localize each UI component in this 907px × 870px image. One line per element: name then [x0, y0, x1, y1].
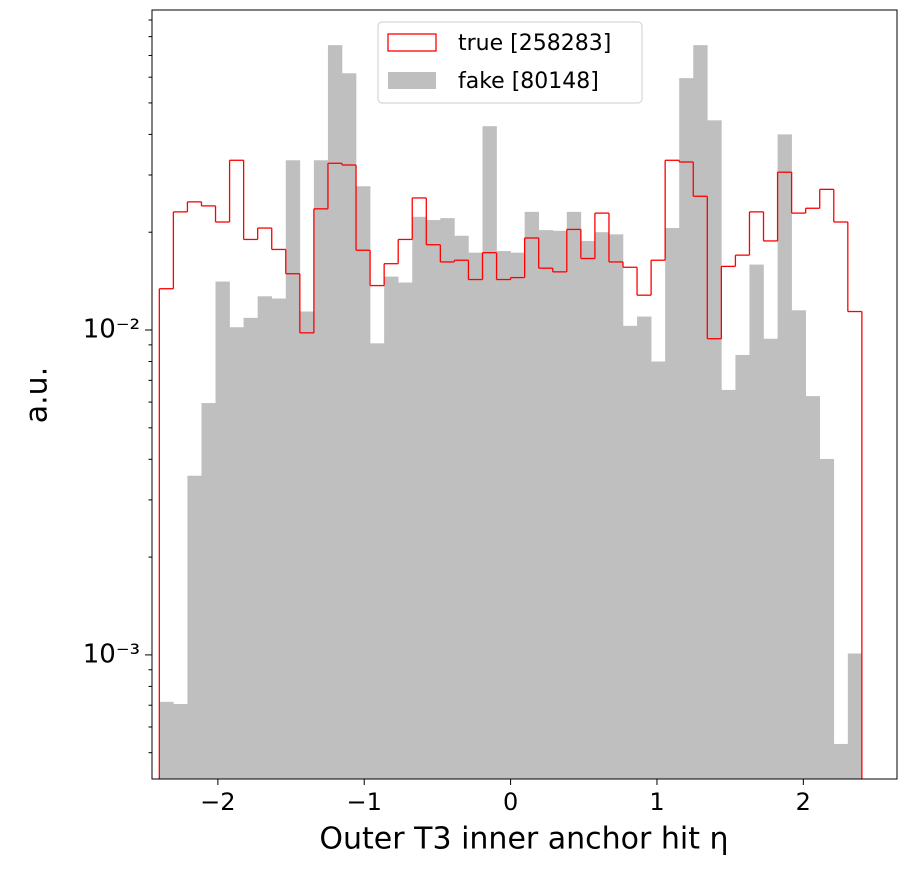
legend-swatch [388, 72, 436, 89]
histogram-bar [819, 458, 835, 779]
histogram-bar [327, 45, 343, 779]
histogram-bar [271, 298, 287, 779]
x-tick-label: 0 [503, 788, 518, 816]
histogram-bar [637, 316, 652, 779]
histogram-bar [496, 251, 511, 780]
histogram-bar [215, 281, 230, 779]
histogram-bar [482, 126, 497, 779]
histogram-bar [187, 475, 202, 779]
histogram-bar [243, 317, 258, 779]
histogram-bar [566, 211, 582, 779]
histogram-bar [847, 653, 863, 779]
histogram-bar [552, 230, 568, 779]
histogram-bar [356, 186, 371, 779]
x-tick-label: −2 [200, 788, 235, 816]
x-axis-label: Outer T3 inner anchor hit η [319, 822, 728, 857]
histogram-bar [468, 252, 483, 779]
legend-box [377, 21, 643, 104]
legend-label: true [258283] [458, 31, 611, 56]
y-tick-label: 10⁻³ [83, 639, 140, 669]
histogram-bar [538, 230, 554, 779]
legend-label: fake [80148] [458, 69, 599, 94]
histogram-bar [524, 211, 539, 779]
y-tick-label: 10⁻² [83, 315, 140, 345]
histogram-bar [454, 235, 469, 779]
histogram-bar [791, 310, 806, 779]
histogram-bar [665, 228, 680, 779]
legend-swatch [387, 33, 437, 52]
histogram-bar [159, 701, 174, 779]
histogram-bar [370, 343, 385, 779]
histogram-bar [693, 45, 708, 779]
histogram-bar [735, 354, 750, 779]
histogram-bar [721, 389, 736, 779]
histogram-bar [594, 232, 610, 779]
histogram-bar [229, 327, 244, 779]
x-tick-label: 2 [796, 788, 811, 816]
histogram-bar [173, 704, 188, 779]
histogram-bar [608, 234, 624, 780]
x-tick-label: 1 [649, 788, 664, 816]
histogram-bar [580, 240, 596, 779]
histogram-bar [398, 282, 413, 779]
histogram-bar [749, 264, 764, 780]
plot-frame [151, 9, 898, 780]
histogram-bar [201, 403, 216, 779]
histogram-bar [285, 160, 301, 780]
histogram-bar [299, 311, 315, 779]
histogram-bar [426, 220, 441, 779]
histogram-bar [679, 78, 694, 780]
histogram-bar [623, 325, 638, 779]
histogram-bar [257, 296, 273, 779]
histogram-bar [833, 743, 849, 779]
y-axis-label: a.u. [20, 367, 55, 423]
histogram-bar [341, 73, 357, 780]
histogram-bar [805, 396, 821, 779]
histogram-bar [510, 252, 525, 779]
x-tick-label: −1 [347, 788, 382, 816]
histogram-bar [440, 218, 455, 779]
histogram-bar [313, 160, 329, 780]
histogram-bar [412, 216, 427, 780]
histogram-bar [651, 361, 666, 779]
histogram-bar [707, 120, 722, 779]
histogram-bar [384, 276, 399, 779]
histogram-bar [763, 338, 778, 779]
histogram-bar [777, 134, 792, 779]
